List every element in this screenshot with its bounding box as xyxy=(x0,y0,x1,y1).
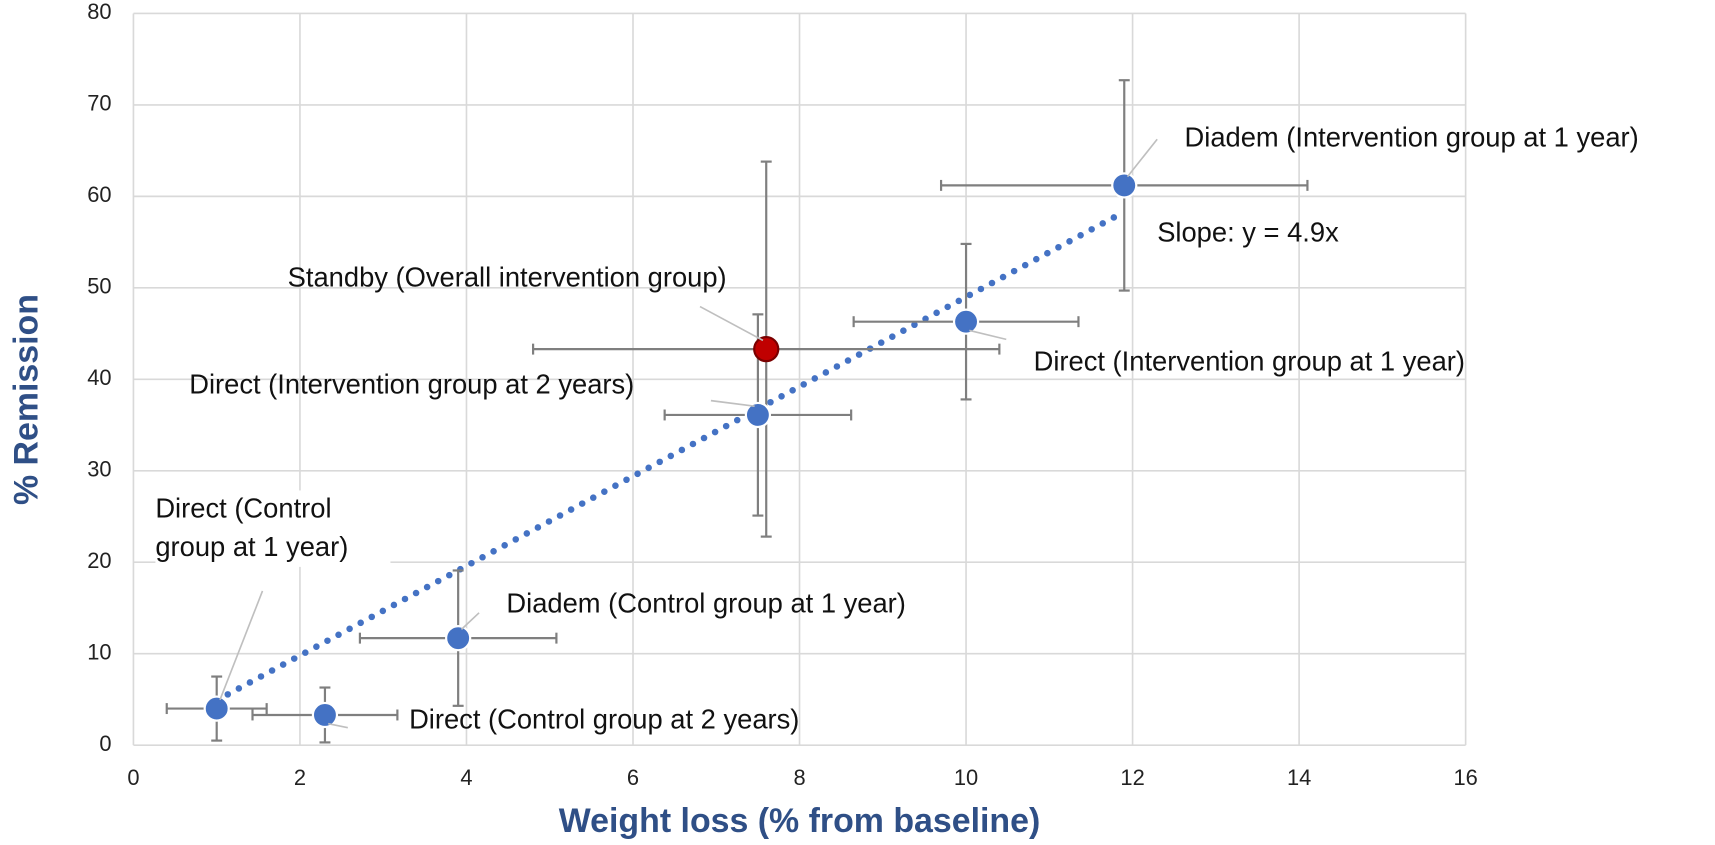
point-label: Direct (Intervention group at 1 year) xyxy=(1034,346,1465,377)
x-tick-label: 4 xyxy=(460,765,472,790)
point-label-box: Direct (Control group at 1 year) xyxy=(155,490,391,567)
y-tick-label: 70 xyxy=(87,91,111,116)
y-tick-label: 60 xyxy=(87,182,111,207)
point-label: Standby (Overall intervention group) xyxy=(288,261,727,292)
leader-line xyxy=(1126,138,1158,178)
error-bars xyxy=(165,79,1309,744)
y-tick-label: 50 xyxy=(87,274,111,299)
x-tick-label: 0 xyxy=(127,765,139,790)
x-tick-label: 10 xyxy=(954,765,978,790)
leader-line xyxy=(699,305,764,342)
leader-line xyxy=(710,399,755,408)
leader-line xyxy=(219,590,264,701)
point xyxy=(744,401,772,429)
x-tick-label: 16 xyxy=(1453,765,1477,790)
point xyxy=(952,308,980,335)
x-tick-label: 14 xyxy=(1287,765,1311,790)
point xyxy=(753,335,780,363)
y-tick-label: 40 xyxy=(87,365,111,390)
x-tick-label: 6 xyxy=(627,765,639,790)
x-axis-title: Weight loss (% from baseline) xyxy=(559,802,1040,840)
point xyxy=(203,695,230,722)
y-tick-label: 30 xyxy=(87,457,111,482)
leader-line xyxy=(969,329,1007,341)
point xyxy=(1111,172,1138,199)
trendline-label: Slope: y = 4.9x xyxy=(1157,217,1339,248)
x-tick-label: 2 xyxy=(294,765,306,790)
x-tick-label: 12 xyxy=(1120,765,1144,790)
y-tick-label: 10 xyxy=(87,639,111,664)
x-tick-label: 8 xyxy=(793,765,805,790)
y-tick-label: 0 xyxy=(99,731,111,756)
point-label: Diadem (Control group at 1 year) xyxy=(506,587,905,618)
trendline xyxy=(213,208,1128,704)
point-label: Direct (Control group at 1 year) xyxy=(155,490,391,567)
point xyxy=(311,701,339,729)
y-tick-label: 20 xyxy=(87,548,111,573)
leader-line xyxy=(460,612,480,630)
point-label: Direct (Intervention group at 2 years) xyxy=(189,369,634,400)
point-label: Direct (Control group at 2 years) xyxy=(409,703,799,734)
y-axis-title: % Remission xyxy=(7,294,45,505)
point xyxy=(445,625,472,652)
points xyxy=(203,172,1138,729)
y-tick-label: 80 xyxy=(87,0,111,24)
leader-line xyxy=(328,722,348,729)
point-label: Diadem (Intervention group at 1 year) xyxy=(1185,121,1639,152)
